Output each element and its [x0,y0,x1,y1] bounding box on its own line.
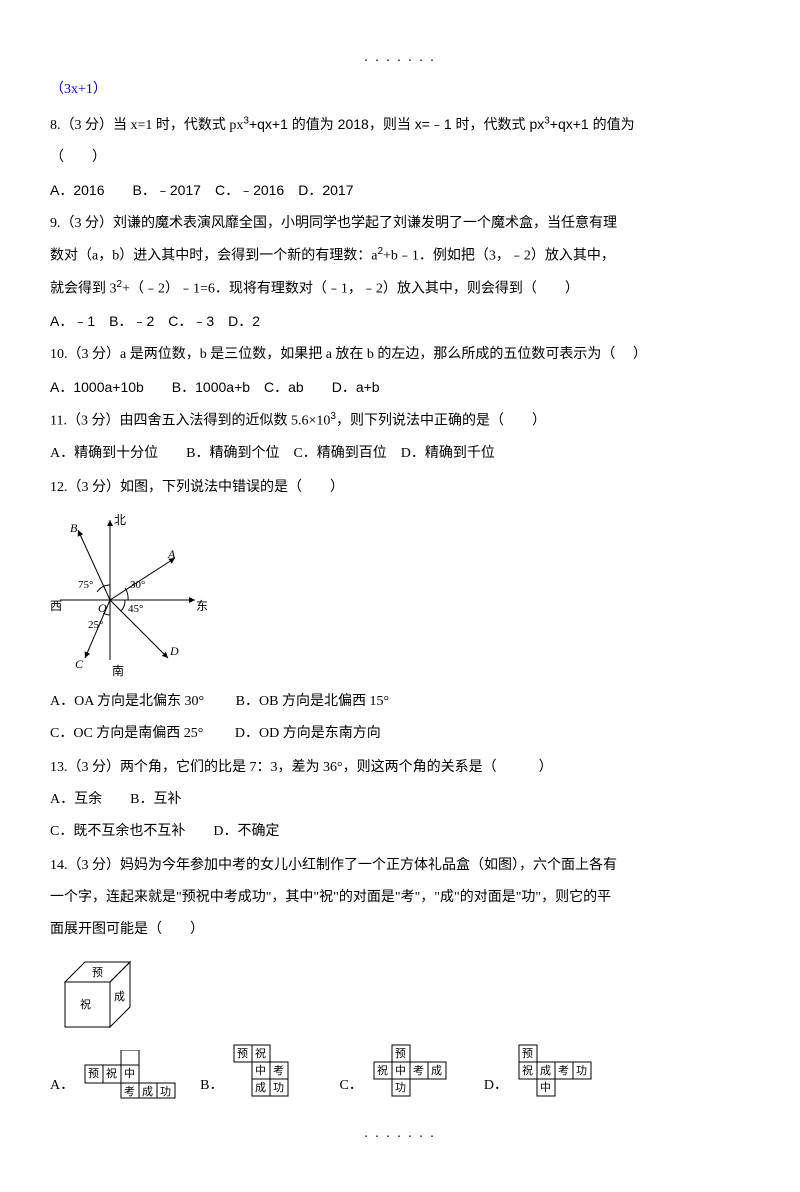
cB-3: 中 [255,1064,266,1077]
lbl-C: C [75,657,84,671]
q14-labD: D． [484,1072,508,1100]
lbl-D: D [169,644,179,658]
ang-45: 45° [128,603,143,615]
cD-4: 考 [558,1064,569,1077]
cA-6: 功 [160,1085,171,1098]
cD-6: 中 [540,1081,551,1094]
cC-2: 祝 [377,1063,388,1077]
q10-l1: 10.（3 分）a 是两位数，b 是三位数，如果把 a 放在 b 的左边，那么所… [50,341,750,369]
lbl-A: A [167,547,176,561]
ang-30: 30° [130,579,145,591]
q12-l1: 12.（3 分）如图，下列说法中错误的是（ ） [50,474,750,502]
box-left: 祝 [80,997,91,1011]
q9-opts: A．﹣1 B．﹣2 C．﹣3 D．2 [50,307,750,335]
q12-optA: A．OA 方向是北偏东 30° [50,694,204,709]
cC-3: 中 [395,1064,406,1077]
q9-l3a: 就会得到 3 [50,281,117,296]
cC-1: 预 [395,1047,406,1060]
q14-nets: A． 预 祝 中 考 成 功 B． [50,1040,750,1100]
lbl-north: 北 [114,513,126,527]
q14-optC: C． 预 祝 中 考 成 功 [339,1040,463,1100]
cC-4: 考 [413,1064,424,1077]
lbl-south: 南 [112,663,124,678]
ang-25: 25° [88,619,103,631]
cA-4: 考 [124,1085,135,1098]
q9-l3b: +（﹣2）﹣1=6．现将有理数对（﹣1，﹣2）放入其中，则会得到（ ） [122,281,579,296]
header-dots: . . . . . . . [50,44,750,72]
q14-l2: 一个字，连起来就是"预祝中考成功"，其中"祝"的对面是"考"，"成"的对面是"功… [50,884,750,912]
ang-75: 75° [78,579,93,591]
q14-labA: A． [50,1072,74,1100]
cD-3: 成 [540,1064,551,1077]
lbl-B: B [70,521,78,535]
box-right: 成 [114,990,125,1003]
cB-6: 功 [273,1081,284,1094]
q9-l2b: +b﹣1．例如把（3，﹣2）放入其中， [383,249,615,264]
q11-l1: 11.（3 分）由四舍五入法得到的近似数 5.6×103，则下列说法中正确的是（… [50,407,750,436]
q14-optA: A． 预 祝 中 考 成 功 [50,1050,180,1100]
q8-line1: 8.（3 分）当 x=1 时，代数式 px3+qx+1 的值为 2018，则当 … [50,110,750,140]
q8-opts: A．2016 B．﹣2017 C．﹣2016 D．2017 [50,176,750,204]
q8-text-a: 8.（3 分）当 x=1 时，代数式 px [50,118,243,133]
q11-l1b: ，则下列说法中正确的是（ ） [336,414,546,429]
box-top: 预 [92,966,103,979]
cB-1: 预 [237,1047,248,1060]
cA-1: 预 [88,1067,99,1080]
lbl-west: 西 [50,599,62,613]
q11-opts: A．精确到十分位 B．精确到个位 C．精确到百位 D．精确到千位 [50,440,750,468]
cB-4: 考 [273,1064,284,1077]
q9-l1: 9.（3 分）刘谦的魔术表演风靡全国，小明同学也学起了刘谦发明了一个魔术盒，当任… [50,210,750,238]
q9-l3: 就会得到 32+（﹣2）﹣1=6．现将有理数对（﹣1，﹣2）放入其中，则会得到（… [50,275,750,304]
q14-optD: D． 预 祝 成 考 功 中 [484,1040,609,1100]
q12-optAB: A．OA 方向是北偏东 30° B．OB 方向是北偏西 15° [50,688,750,716]
q12-optB: B．OB 方向是北偏西 15° [236,694,389,709]
q7-tail: （3x+1） [50,76,750,104]
q13-optAB: A．互余 B．互补 [50,786,750,814]
q12-optC: C．OC 方向是南偏西 25° [50,726,203,741]
cC-5: 成 [431,1064,442,1077]
q8-text-b: +qx+1 的值为 2018，则当 x=﹣1 时，代数式 px [249,116,544,132]
cD-1: 预 [522,1047,533,1060]
q14-box: 预 祝 成 [50,952,750,1032]
q12-optD: D．OD 方向是东南方向 [235,726,381,741]
q14-labB: B． [200,1072,223,1100]
q11-l1a: 11.（3 分）由四舍五入法得到的近似数 5.6×10 [50,414,330,429]
cD-5: 功 [576,1064,587,1077]
lbl-O: O [98,601,107,615]
q9-l2a: 数对（a，b）进入其中时，会得到一个新的有理数：a [50,249,377,264]
cA-3: 中 [124,1067,135,1080]
q8-paren: （ ） [50,144,750,172]
q10-opts: A．1000a+10b B．1000a+b C．ab D．a+b [50,373,750,401]
cC-6: 功 [395,1081,406,1094]
q12-diagram: 北 南 东 西 A B C D O 75° 30° 45° 25° [50,510,750,680]
cD-2: 祝 [522,1063,533,1077]
q8-text-c: +qx+1 的值为 [550,116,635,132]
compass-svg: 北 南 东 西 A B C D O 75° 30° 45° 25° [50,510,210,680]
q14-optB: B． 预 祝 中 考 成 功 [200,1040,319,1100]
lbl-east: 东 [196,599,208,613]
q14-labC: C． [339,1072,362,1100]
q14-l3: 面展开图可能是（ ） [50,916,750,944]
cA-2: 祝 [106,1066,117,1080]
cA-5: 成 [142,1085,153,1098]
q9-l2: 数对（a，b）进入其中时，会得到一个新的有理数：a2+b﹣1．例如把（3，﹣2）… [50,242,750,271]
footer-dots: . . . . . . . [50,1120,750,1148]
cB-2: 祝 [255,1046,266,1060]
q13-l1: 13.（3 分）两个角，它们的比是 7：3，差为 36°，则这两个角的关系是（ … [50,754,750,782]
q13-optCD: C．既不互余也不互补 D．不确定 [50,818,750,846]
cube-svg: 预 祝 成 [50,952,160,1032]
q14-l1: 14.（3 分）妈妈为今年参加中考的女儿小红制作了一个正方体礼品盒（如图），六个… [50,852,750,880]
q12-optCD: C．OC 方向是南偏西 25° D．OD 方向是东南方向 [50,720,750,748]
cB-5: 成 [255,1081,266,1094]
